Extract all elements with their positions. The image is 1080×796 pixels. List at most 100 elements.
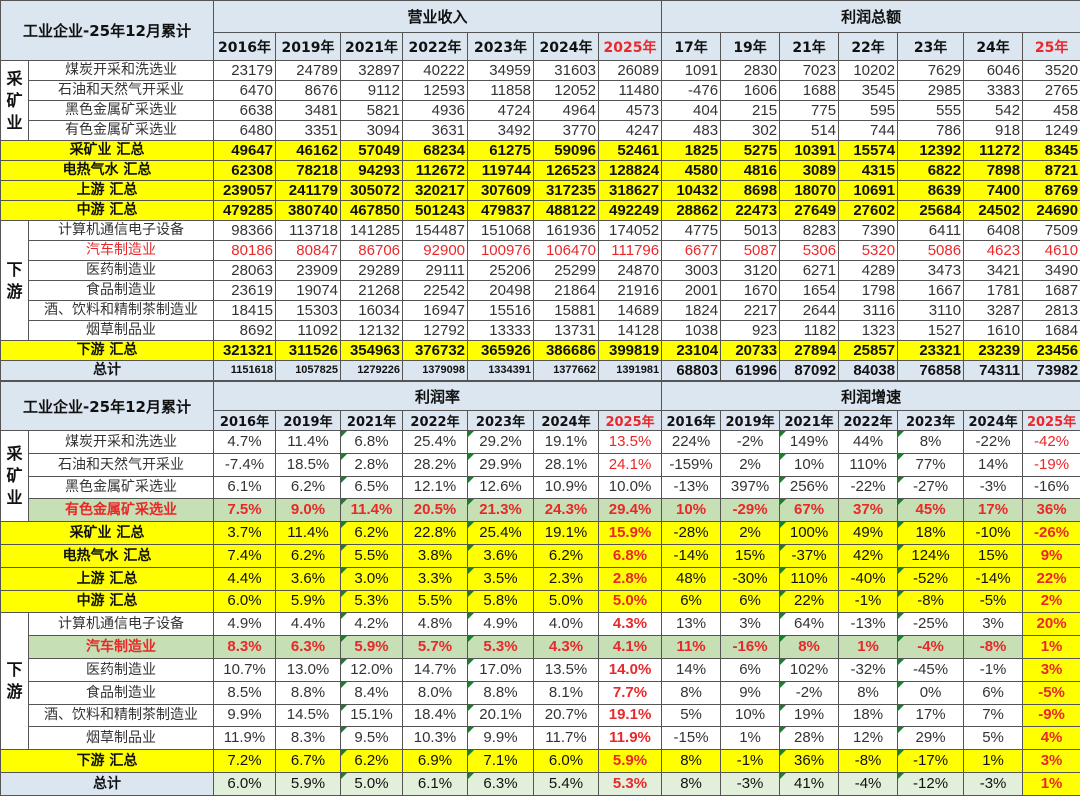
value-cell: 11.7%	[534, 727, 599, 750]
value-cell: 1334391	[468, 361, 534, 381]
value-cell: 9112	[341, 81, 403, 101]
value-cell: 24870	[599, 261, 662, 281]
row-label: 总计	[1, 361, 214, 381]
value-cell: 404	[662, 101, 721, 121]
value-cell: -40%	[839, 567, 898, 590]
value-cell: 5.5%	[403, 590, 468, 613]
value-cell: -8%	[839, 750, 898, 773]
value-cell: 6271	[780, 261, 839, 281]
value-cell: -476	[662, 81, 721, 101]
value-cell: 61275	[468, 141, 534, 161]
value-cell: 6.1%	[403, 772, 468, 795]
value-cell: 0%	[898, 681, 964, 704]
value-cell: 4.9%	[214, 613, 276, 636]
row-label: 石油和天然气开采业	[29, 453, 214, 476]
year-header: 19年	[721, 33, 780, 61]
value-cell: 11.9%	[214, 727, 276, 750]
value-cell: 29111	[403, 261, 468, 281]
value-cell: 111796	[599, 241, 662, 261]
year-header: 24年	[964, 33, 1023, 61]
value-cell: -42%	[1023, 431, 1080, 454]
value-cell: 3.0%	[341, 567, 403, 590]
value-cell: 5.9%	[341, 636, 403, 659]
value-cell: 1091	[662, 61, 721, 81]
value-cell: 6677	[662, 241, 721, 261]
value-cell: 1798	[839, 281, 898, 301]
value-cell: 483	[662, 121, 721, 141]
value-cell: 6.2%	[276, 544, 341, 567]
year-header: 2019年	[276, 33, 341, 61]
year-header: 2024年	[534, 33, 599, 61]
value-cell: 380740	[276, 201, 341, 221]
value-cell: 21916	[599, 281, 662, 301]
value-cell: 4.0%	[534, 613, 599, 636]
value-cell: 161936	[534, 221, 599, 241]
row-label: 电热气水 汇总	[1, 161, 214, 181]
value-cell: 6%	[964, 681, 1023, 704]
year-header: 22年	[839, 33, 898, 61]
value-cell: 10%	[721, 704, 780, 727]
value-cell: 397%	[721, 476, 780, 499]
value-cell: 11.9%	[599, 727, 662, 750]
value-cell: 8283	[780, 221, 839, 241]
value-cell: 19.1%	[534, 522, 599, 545]
value-cell: 1687	[1023, 281, 1080, 301]
value-cell: 3003	[662, 261, 721, 281]
value-cell: 3492	[468, 121, 534, 141]
value-cell: 16947	[403, 301, 468, 321]
value-cell: 28.1%	[534, 453, 599, 476]
value-cell: 22542	[403, 281, 468, 301]
value-cell: 2813	[1023, 301, 1080, 321]
value-cell: -37%	[780, 544, 839, 567]
value-cell: 21864	[534, 281, 599, 301]
value-cell: 320217	[403, 181, 468, 201]
value-cell: 18070	[780, 181, 839, 201]
value-cell: 4289	[839, 261, 898, 281]
value-cell: 14689	[599, 301, 662, 321]
value-cell: 9%	[721, 681, 780, 704]
row-label: 酒、饮料和精制茶制造业	[29, 301, 214, 321]
group-header-1: 营业收入	[214, 1, 662, 33]
value-cell: 24690	[1023, 201, 1080, 221]
value-cell: 8.8%	[468, 681, 534, 704]
value-cell: -29%	[721, 499, 780, 522]
value-cell: -22%	[964, 431, 1023, 454]
value-cell: 4816	[721, 161, 780, 181]
value-cell: 6.1%	[214, 476, 276, 499]
value-cell: -27%	[898, 476, 964, 499]
value-cell: 14128	[599, 321, 662, 341]
value-cell: 6.2%	[341, 750, 403, 773]
value-cell: 12.1%	[403, 476, 468, 499]
value-cell: 25.4%	[468, 522, 534, 545]
value-cell: 2.3%	[534, 567, 599, 590]
value-cell: 923	[721, 321, 780, 341]
value-cell: 4.3%	[534, 636, 599, 659]
row-label: 煤炭开采和洗选业	[29, 431, 214, 454]
value-cell: 13333	[468, 321, 534, 341]
value-cell: -26%	[1023, 522, 1080, 545]
value-cell: 25684	[898, 201, 964, 221]
value-cell: 87092	[780, 361, 839, 381]
value-cell: 4573	[599, 101, 662, 121]
value-cell: -14%	[662, 544, 721, 567]
value-cell: 3%	[1023, 750, 1080, 773]
year-header: 2019年	[721, 411, 780, 431]
value-cell: 19.1%	[599, 704, 662, 727]
value-cell: 1670	[721, 281, 780, 301]
value-cell: 11.4%	[341, 499, 403, 522]
value-cell: 49%	[839, 522, 898, 545]
value-cell: 151068	[468, 221, 534, 241]
row-label: 汽车制造业	[29, 636, 214, 659]
value-cell: 8345	[1023, 141, 1080, 161]
value-cell: 9%	[1023, 544, 1080, 567]
value-cell: 7.5%	[214, 499, 276, 522]
year-header: 2024年	[534, 411, 599, 431]
value-cell: 2%	[721, 522, 780, 545]
value-cell: -14%	[964, 567, 1023, 590]
value-cell: -22%	[839, 476, 898, 499]
